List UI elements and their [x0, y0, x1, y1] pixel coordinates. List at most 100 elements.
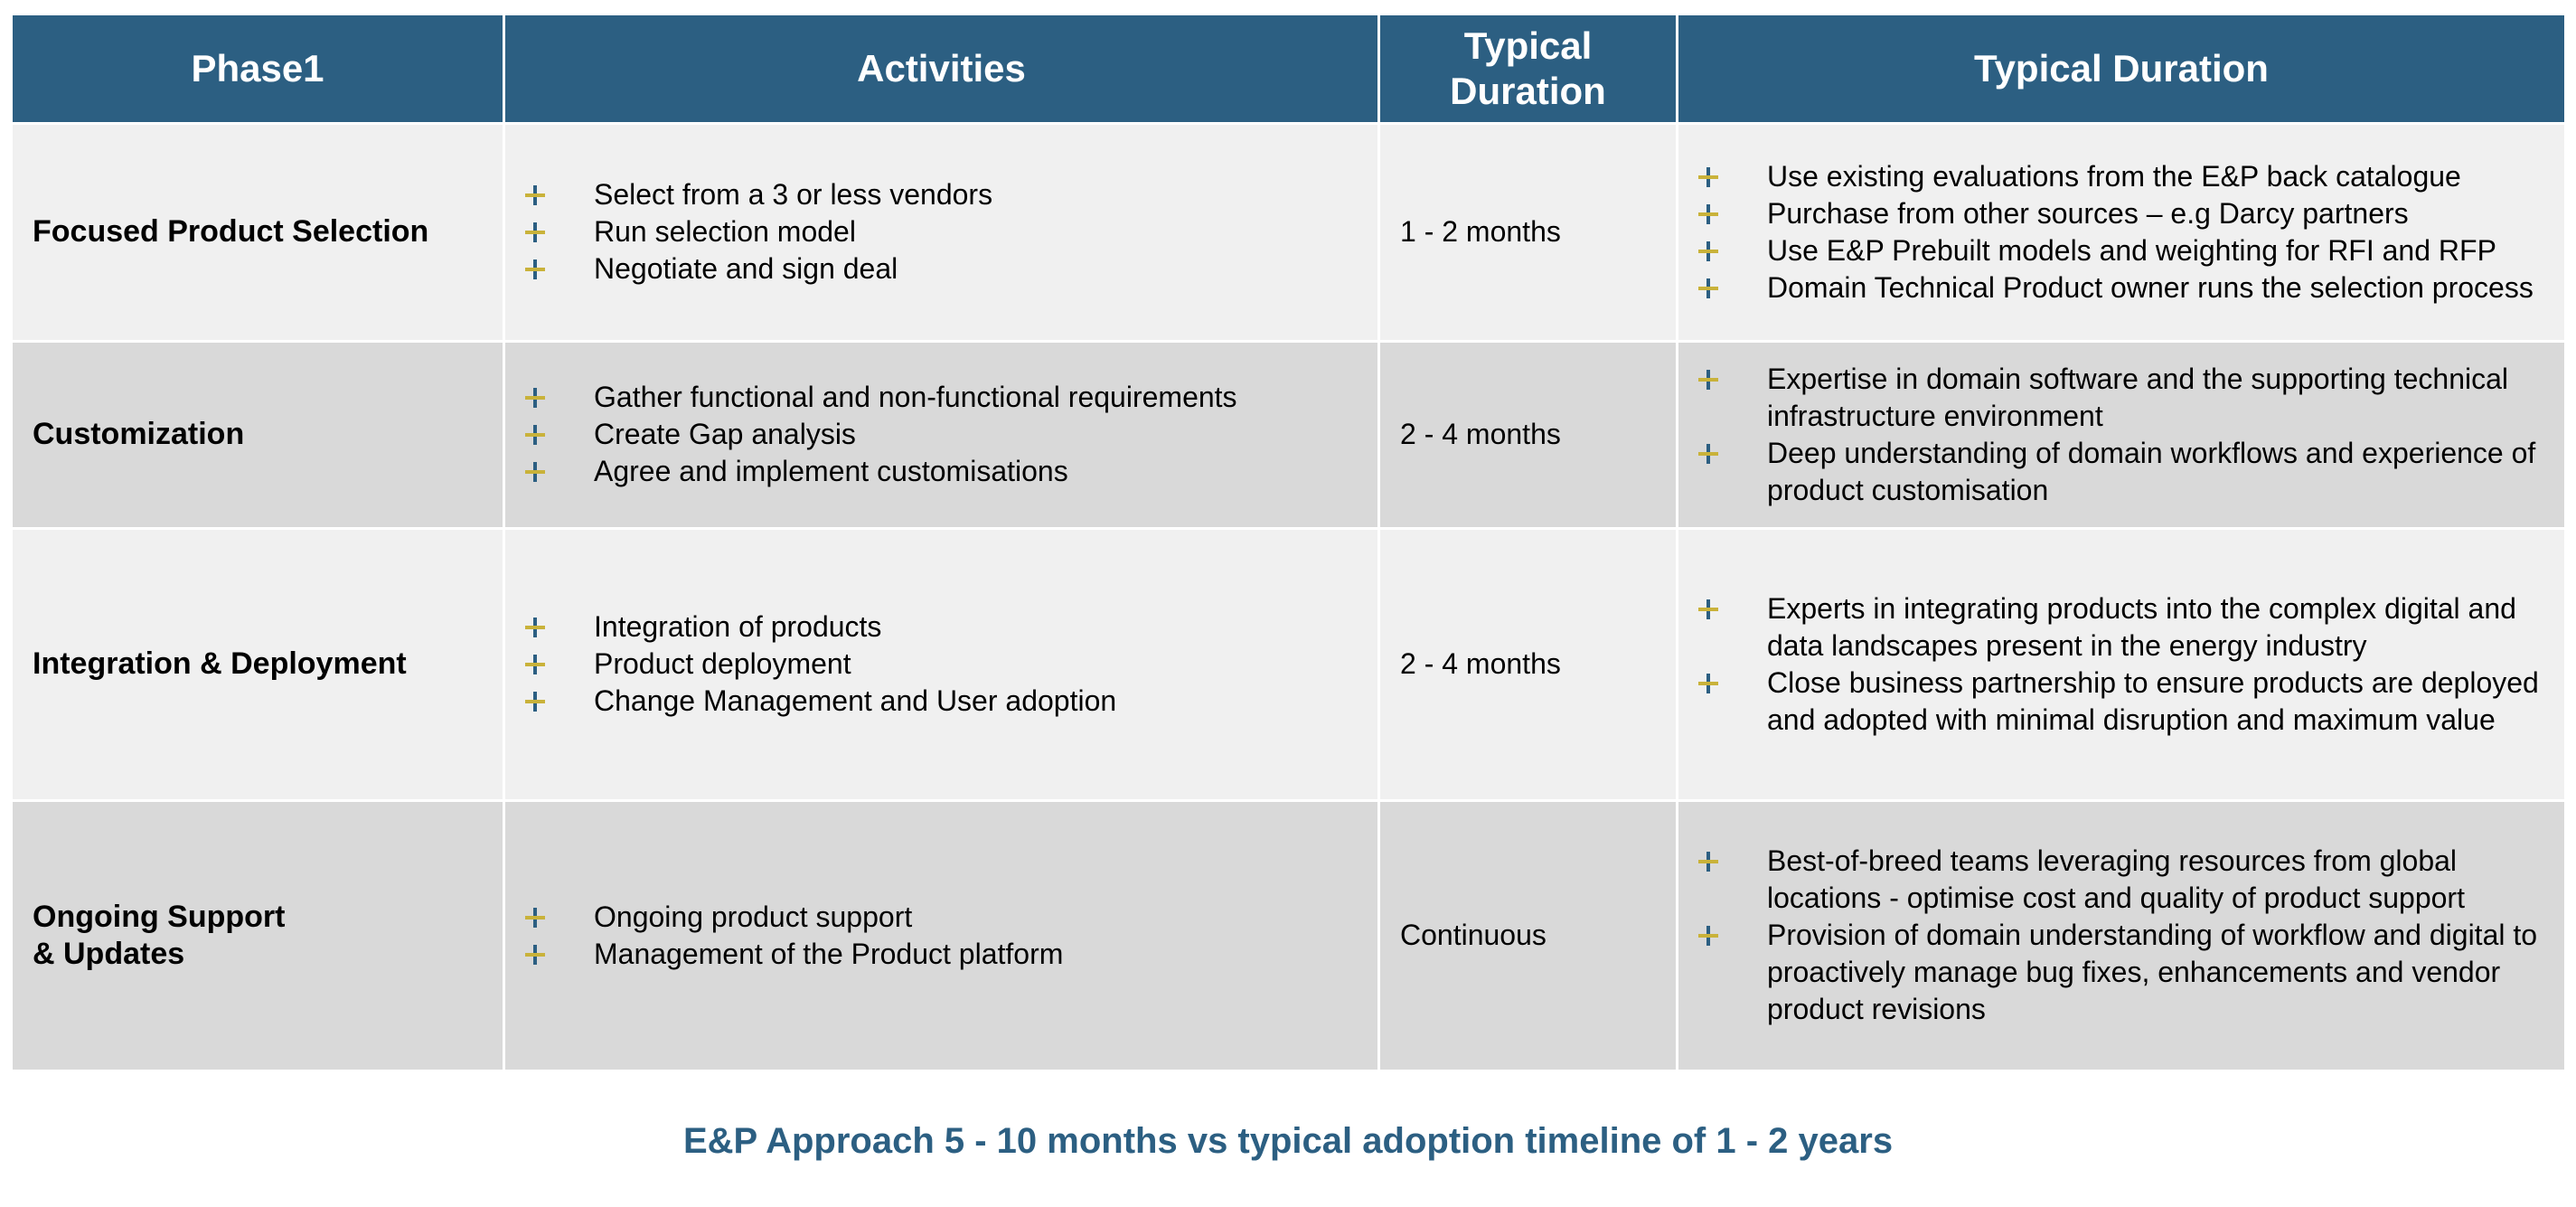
- list-item: Select from a 3 or less vendors: [525, 176, 1358, 213]
- list-item-text: Run selection model: [594, 215, 856, 249]
- list-item-text: Product deployment: [594, 647, 851, 681]
- plus-icon: [1698, 203, 1718, 224]
- table-row: Customization Gather functional and non-…: [10, 339, 2567, 530]
- list-item-text: Domain Technical Product owner runs the …: [1767, 270, 2534, 304]
- list-item-text: Best-of-breed teams leveraging resources…: [1767, 844, 2465, 915]
- plus-icon: [525, 907, 545, 928]
- list-item-text: Experts in integrating products into the…: [1767, 591, 2516, 662]
- table-row: Focused Product Selection Select from a …: [10, 122, 2567, 343]
- list-item-text: Select from a 3 or less vendors: [594, 178, 993, 212]
- header-typical-duration: Typical Duration: [1377, 13, 1678, 125]
- list-item: Run selection model: [525, 213, 1358, 250]
- notes-cell: Best-of-breed teams leveraging resources…: [1676, 798, 2567, 1073]
- list-item-text: Provision of domain understanding of wor…: [1767, 919, 2538, 1026]
- plus-icon: [525, 944, 545, 965]
- phase-name: Focused Product Selection: [10, 122, 505, 343]
- phase-name: Integration & Deployment: [10, 526, 505, 802]
- phase-name-line-2: & Updates: [33, 936, 185, 971]
- list-item: Expertise in domain software and the sup…: [1698, 361, 2544, 435]
- plus-icon: [1698, 278, 1718, 298]
- list-item: Use E&P Prebuilt models and weighting fo…: [1698, 232, 2544, 269]
- plus-icon: [525, 222, 545, 243]
- list-item-text: Use existing evaluations from the E&P ba…: [1767, 159, 2461, 193]
- list-item-text: Use E&P Prebuilt models and weighting fo…: [1767, 233, 2496, 267]
- activities-list: Ongoing product support Management of th…: [525, 899, 1358, 973]
- list-item: Integration of products: [525, 608, 1358, 646]
- list-item: Purchase from other sources – e.g Darcy …: [1698, 195, 2544, 232]
- list-item-text: Create Gap analysis: [594, 418, 856, 451]
- plus-icon: [1698, 369, 1718, 390]
- plus-icon: [525, 618, 545, 638]
- list-item-text: Gather functional and non-functional req…: [594, 381, 1237, 414]
- duration-cell: 2 - 4 months: [1377, 526, 1678, 802]
- table-row: Integration & Deployment Integration of …: [10, 526, 2567, 802]
- plus-icon: [1698, 443, 1718, 464]
- header-activities: Activities: [503, 13, 1380, 125]
- plus-icon: [525, 462, 545, 483]
- list-item-text: Deep understanding of domain workflows a…: [1767, 436, 2536, 506]
- plus-icon: [1698, 926, 1718, 947]
- activities-list: Gather functional and non-functional req…: [525, 379, 1358, 490]
- plus-icon: [525, 185, 545, 206]
- plus-icon: [1698, 166, 1718, 187]
- plus-icon: [525, 692, 545, 712]
- list-item: Domain Technical Product owner runs the …: [1698, 269, 2544, 306]
- list-item: Close business partnership to ensure pro…: [1698, 665, 2544, 739]
- notes-list: Expertise in domain software and the sup…: [1698, 361, 2544, 509]
- list-item-text: Negotiate and sign deal: [594, 252, 898, 286]
- list-item: Deep understanding of domain workflows a…: [1698, 435, 2544, 509]
- list-item: Use existing evaluations from the E&P ba…: [1698, 158, 2544, 195]
- plus-icon: [1698, 852, 1718, 872]
- list-item-text: Change Management and User adoption: [594, 684, 1117, 718]
- plus-icon: [1698, 599, 1718, 619]
- duration-cell: 1 - 2 months: [1377, 122, 1678, 343]
- duration-cell: 2 - 4 months: [1377, 339, 1678, 530]
- list-item-text: Close business partnership to ensure pro…: [1767, 665, 2539, 736]
- notes-cell: Experts in integrating products into the…: [1676, 526, 2567, 802]
- list-item: Experts in integrating products into the…: [1698, 590, 2544, 665]
- phase-name: Customization: [10, 339, 505, 530]
- activities-cell: Ongoing product support Management of th…: [503, 798, 1380, 1073]
- list-item: Negotiate and sign deal: [525, 250, 1358, 288]
- activities-cell: Select from a 3 or less vendors Run sele…: [503, 122, 1380, 343]
- phase-table: Phase1 Activities Typical Duration Typic…: [10, 13, 2567, 1073]
- notes-list: Use existing evaluations from the E&P ba…: [1698, 158, 2544, 306]
- list-item-text: Expertise in domain software and the sup…: [1767, 362, 2509, 432]
- list-item: Agree and implement customisations: [525, 453, 1358, 490]
- activities-cell: Gather functional and non-functional req…: [503, 339, 1380, 530]
- list-item-text: Agree and implement customisations: [594, 455, 1068, 488]
- list-item: Best-of-breed teams leveraging resources…: [1698, 843, 2544, 917]
- duration-cell: Continuous: [1377, 798, 1678, 1073]
- list-item-text: Ongoing product support: [594, 900, 913, 933]
- plus-icon: [1698, 240, 1718, 261]
- notes-list: Experts in integrating products into the…: [1698, 590, 2544, 739]
- plus-icon: [525, 655, 545, 675]
- notes-cell: Use existing evaluations from the E&P ba…: [1676, 122, 2567, 343]
- notes-list: Best-of-breed teams leveraging resources…: [1698, 843, 2544, 1028]
- list-item-text: Management of the Product platform: [594, 937, 1064, 970]
- list-item: Change Management and User adoption: [525, 683, 1358, 720]
- list-item: Gather functional and non-functional req…: [525, 379, 1358, 416]
- plus-icon: [525, 388, 545, 409]
- footer-summary: E&P Approach 5 - 10 months vs typical ad…: [682, 1121, 1894, 1161]
- phase-name-line-1: Ongoing Support: [33, 899, 286, 934]
- activities-list: Select from a 3 or less vendors Run sele…: [525, 176, 1358, 288]
- list-item: Ongoing product support: [525, 899, 1358, 936]
- header-row: Phase1 Activities Typical Duration Typic…: [10, 13, 2567, 125]
- table-row: Ongoing Support & Updates Ongoing product…: [10, 798, 2567, 1073]
- activities-cell: Integration of products Product deployme…: [503, 526, 1380, 802]
- list-item: Management of the Product platform: [525, 936, 1358, 973]
- activities-list: Integration of products Product deployme…: [525, 608, 1358, 720]
- plus-icon: [525, 259, 545, 280]
- list-item: Create Gap analysis: [525, 416, 1358, 453]
- header-phase: Phase1: [10, 13, 505, 125]
- phase-name: Ongoing Support & Updates: [10, 798, 505, 1073]
- list-item: Provision of domain understanding of wor…: [1698, 917, 2544, 1028]
- plus-icon: [1698, 673, 1718, 693]
- header-typical-duration-2: Typical Duration: [1676, 13, 2567, 125]
- list-item-text: Integration of products: [594, 610, 882, 644]
- header-typical-duration-label: Typical Duration: [1450, 24, 1606, 112]
- notes-cell: Expertise in domain software and the sup…: [1676, 339, 2567, 530]
- list-item: Product deployment: [525, 646, 1358, 683]
- list-item-text: Purchase from other sources – e.g Darcy …: [1767, 196, 2409, 230]
